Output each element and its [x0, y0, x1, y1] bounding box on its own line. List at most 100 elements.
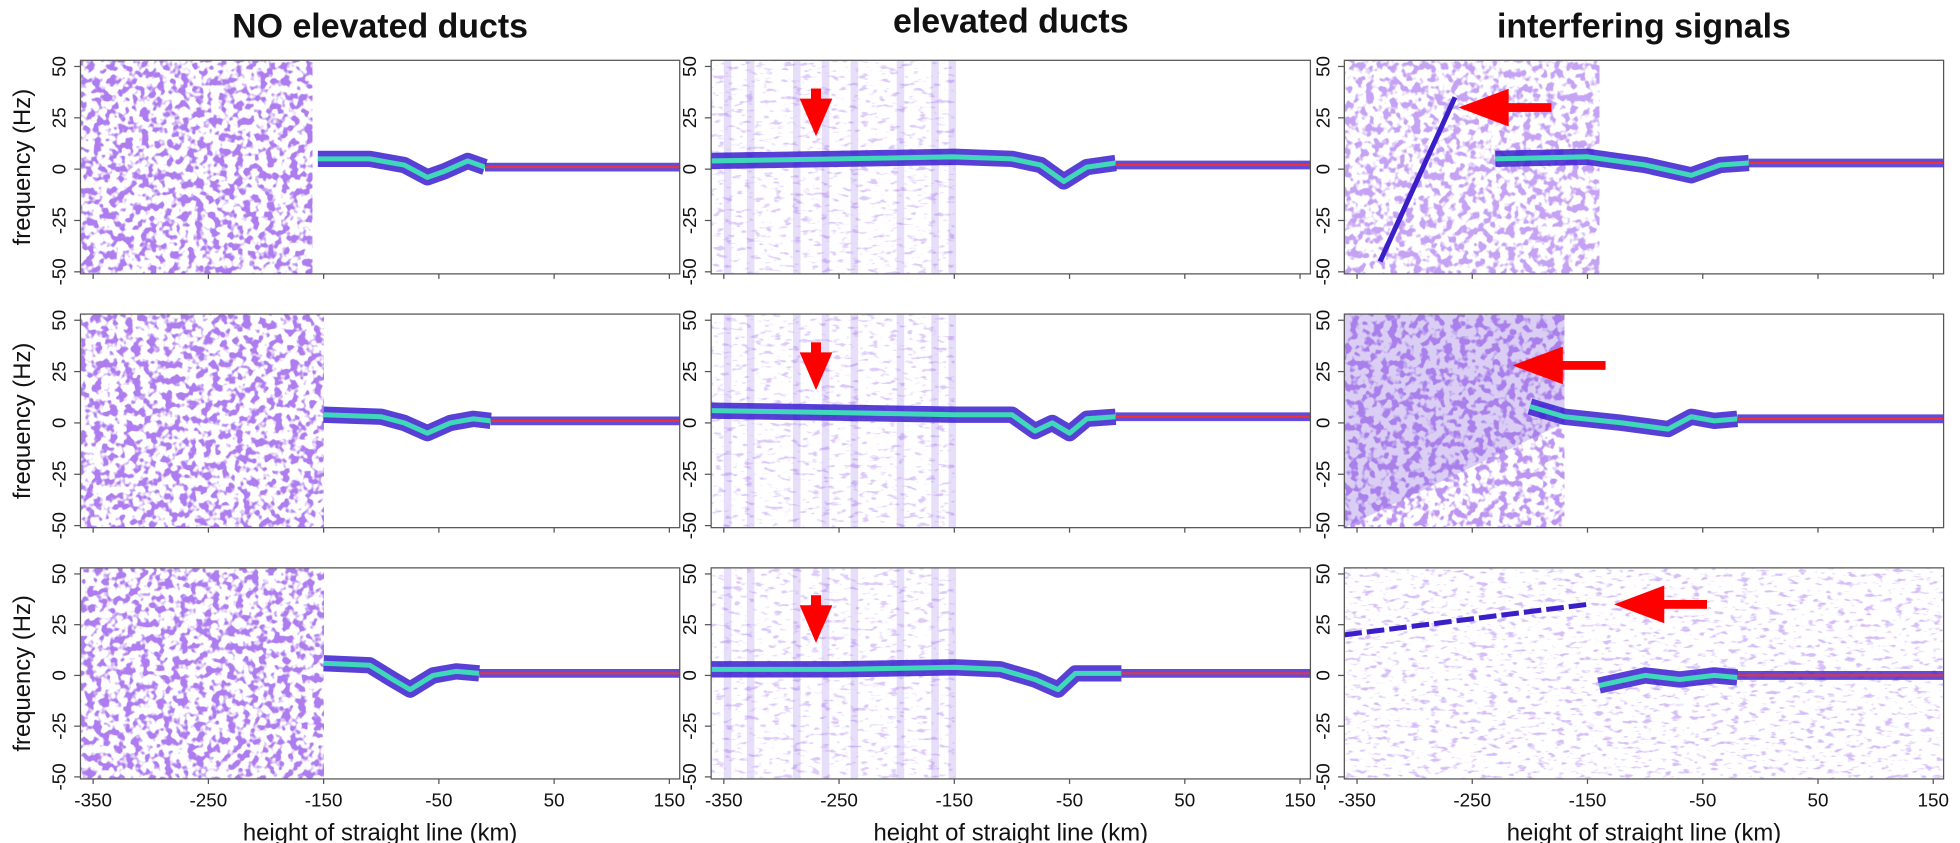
- y-tick-label: 50: [1312, 563, 1333, 584]
- panel-title: interfering signals: [1497, 8, 1791, 46]
- arrow: [1614, 585, 1665, 624]
- y-tick-label: -25: [1312, 713, 1333, 740]
- streak: [948, 60, 957, 274]
- arrow: [1506, 103, 1552, 112]
- y-tick-label: -50: [1312, 512, 1333, 539]
- x-tick-label: -350: [705, 790, 743, 811]
- plot-area: [711, 60, 1311, 274]
- y-tick-label: 25: [48, 107, 69, 128]
- signal-core: [1598, 672, 1738, 689]
- x-tick-label: -350: [1338, 790, 1376, 811]
- panel-title: elevated ducts: [893, 3, 1129, 41]
- x-tick-label: -150: [305, 790, 343, 811]
- plot-area: [1344, 314, 1944, 528]
- y-tick-label: -25: [1312, 207, 1333, 234]
- plot-frame: [710, 59, 1312, 275]
- arrow: [1560, 361, 1606, 370]
- signal-core: [323, 660, 480, 693]
- y-tick-label: 25: [679, 614, 700, 635]
- y-tick-label: -50: [48, 512, 69, 539]
- signal-core: [317, 156, 486, 180]
- y-tick-label: -50: [679, 763, 700, 790]
- noise: [80, 567, 324, 779]
- x-tick-label: 50: [1174, 790, 1195, 811]
- arrow: [799, 605, 833, 643]
- x-tick-label: -150: [1569, 790, 1607, 811]
- y-tick-label: -50: [48, 258, 69, 285]
- arrow: [1458, 88, 1509, 127]
- streak: [746, 314, 755, 528]
- plot-frame: [710, 313, 1312, 529]
- streak: [821, 314, 830, 528]
- plot-area: [711, 314, 1311, 528]
- streak: [896, 60, 905, 274]
- y-tick-label: 0: [679, 164, 700, 174]
- y-tick-label: -25: [679, 713, 700, 740]
- arrow: [1512, 346, 1563, 385]
- y-tick-label: 25: [679, 107, 700, 128]
- y-tick-label: -25: [48, 207, 69, 234]
- y-tick-label: 50: [1312, 56, 1333, 77]
- interference: [1344, 601, 1588, 638]
- y-tick-label: 0: [48, 418, 69, 428]
- y-axis-label: frequency (Hz): [9, 89, 36, 245]
- y-tick-label: -50: [48, 763, 69, 790]
- y-tick-label: -25: [48, 713, 69, 740]
- y-tick-label: -25: [679, 461, 700, 488]
- y-tick-label: 50: [48, 310, 69, 331]
- y-tick-label: 50: [679, 310, 700, 331]
- y-tick-label: 0: [1312, 418, 1333, 428]
- y-tick-label: -25: [48, 461, 69, 488]
- signal-core: [323, 412, 492, 436]
- plot-area: [80, 314, 680, 528]
- y-tick-label: 0: [1312, 670, 1333, 680]
- y-tick-label: -50: [1312, 763, 1333, 790]
- x-tick-label: -350: [74, 790, 112, 811]
- arrow: [810, 342, 822, 355]
- streak: [931, 60, 939, 274]
- y-tick-label: -25: [679, 207, 700, 234]
- x-tick-label: -250: [1453, 790, 1491, 811]
- streak: [850, 60, 859, 274]
- x-tick-label: -150: [935, 790, 973, 811]
- signal-core: [1529, 404, 1738, 432]
- plot-frame: [1343, 313, 1945, 529]
- y-tick-label: 0: [679, 670, 700, 680]
- x-axis-label: height of straight line (km): [1507, 819, 1782, 843]
- y-tick-label: 50: [679, 563, 700, 584]
- arrow: [810, 88, 822, 102]
- plot-area: [80, 60, 680, 274]
- x-tick-label: 150: [654, 790, 685, 811]
- x-tick-label: -50: [425, 790, 452, 811]
- plot-area: [1344, 60, 1944, 274]
- x-tick-label: -50: [1689, 790, 1716, 811]
- y-tick-label: 25: [679, 361, 700, 382]
- panel-title: NO elevated ducts: [232, 8, 528, 46]
- y-tick-label: -50: [1312, 258, 1333, 285]
- x-tick-label: 50: [1808, 790, 1829, 811]
- y-axis-label: frequency (Hz): [9, 343, 36, 499]
- y-tick-label: -25: [1312, 461, 1333, 488]
- x-axis-label: height of straight line (km): [243, 819, 518, 843]
- x-tick-label: -250: [190, 790, 228, 811]
- y-tick-label: 25: [48, 614, 69, 635]
- y-tick-label: 25: [48, 361, 69, 382]
- arrow: [810, 595, 822, 608]
- noise: [1344, 60, 1600, 274]
- noise: [1344, 314, 1565, 528]
- y-tick-label: 0: [48, 164, 69, 174]
- y-tick-label: 0: [679, 418, 700, 428]
- y-tick-label: -50: [679, 512, 700, 539]
- x-axis-label: height of straight line (km): [874, 819, 1148, 843]
- plot-area: [711, 567, 1311, 779]
- y-tick-label: 50: [48, 563, 69, 584]
- signal-core: [711, 664, 1122, 693]
- y-axis-label: frequency (Hz): [9, 595, 36, 751]
- y-tick-label: 0: [48, 670, 69, 680]
- noise: [1344, 314, 1565, 528]
- y-tick-label: 0: [1312, 164, 1333, 174]
- signal-core: [711, 408, 1116, 436]
- y-tick-label: 25: [1312, 361, 1333, 382]
- x-tick-label: -50: [1056, 790, 1083, 811]
